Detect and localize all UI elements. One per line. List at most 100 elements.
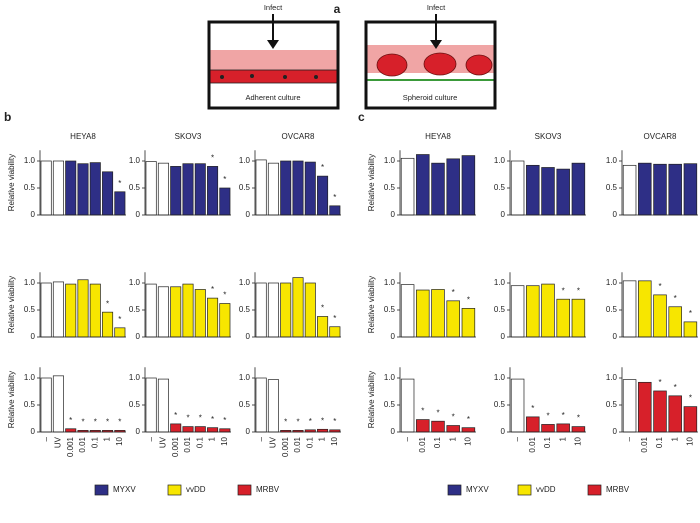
bar bbox=[40, 160, 52, 216]
y-tick-label: 0.5 bbox=[239, 305, 251, 314]
bar bbox=[526, 164, 540, 216]
bar bbox=[461, 308, 476, 338]
legend-swatch bbox=[167, 484, 182, 496]
bar bbox=[170, 166, 182, 216]
bar bbox=[280, 160, 292, 216]
panel-label: b bbox=[4, 110, 11, 124]
bar bbox=[638, 162, 652, 216]
bar bbox=[292, 277, 304, 338]
y-tick-label: 1.0 bbox=[24, 373, 36, 382]
x-tick-label: 1 bbox=[448, 436, 457, 441]
bar bbox=[510, 160, 525, 216]
bar bbox=[255, 282, 267, 338]
x-tick-label: 0.001 bbox=[66, 436, 75, 457]
bar bbox=[431, 162, 445, 216]
bar bbox=[52, 281, 64, 338]
legend-swatch bbox=[94, 484, 109, 496]
y-tick-label: 0 bbox=[613, 332, 618, 341]
significance-mark: * bbox=[562, 411, 565, 420]
x-tick-label: 0.01 bbox=[78, 436, 87, 452]
bar bbox=[157, 378, 169, 433]
legend-swatch bbox=[237, 484, 252, 496]
bar bbox=[446, 425, 460, 433]
y-axis-label: Relative viability bbox=[7, 371, 16, 428]
bar bbox=[416, 154, 430, 216]
y-tick-label: 1.0 bbox=[494, 156, 506, 165]
significance-mark: * bbox=[436, 408, 439, 417]
x-tick-label: 1 bbox=[318, 436, 327, 441]
significance-mark: * bbox=[674, 383, 677, 392]
y-tick-label: 0 bbox=[246, 210, 251, 219]
y-tick-label: 0 bbox=[31, 210, 36, 219]
bar bbox=[267, 282, 279, 338]
bar bbox=[65, 283, 77, 338]
bar bbox=[329, 326, 341, 338]
x-tick-label: 0.001 bbox=[281, 436, 290, 457]
x-tick-label: 1 bbox=[670, 436, 679, 441]
legend-swatch bbox=[517, 484, 532, 496]
bar bbox=[653, 390, 667, 433]
y-tick-label: 0.5 bbox=[494, 183, 506, 192]
bar bbox=[400, 378, 415, 433]
significance-mark: * bbox=[199, 414, 202, 423]
y-axis-label: Relative viability bbox=[7, 276, 16, 333]
cell-layer bbox=[209, 69, 338, 84]
bar bbox=[668, 163, 682, 216]
significance-mark: * bbox=[81, 417, 84, 426]
x-tick-label: 10 bbox=[330, 436, 339, 445]
significance-mark: * bbox=[118, 315, 121, 324]
legend-label: vvDD bbox=[186, 485, 206, 494]
bar bbox=[40, 377, 52, 433]
x-tick-label: 10 bbox=[464, 436, 473, 445]
arrowhead bbox=[430, 40, 442, 49]
y-tick-label: 0 bbox=[136, 427, 141, 436]
y-tick-label: 1.0 bbox=[129, 373, 141, 382]
y-tick-label: 0.5 bbox=[606, 305, 618, 314]
bar bbox=[416, 289, 430, 338]
significance-mark: * bbox=[467, 295, 470, 304]
bar bbox=[526, 416, 540, 433]
legend-swatch bbox=[447, 484, 462, 496]
bar bbox=[219, 187, 231, 216]
legend-label: MYXV bbox=[466, 485, 489, 494]
bar bbox=[267, 379, 279, 433]
panel-label: c bbox=[358, 110, 365, 124]
y-tick-label: 0 bbox=[246, 332, 251, 341]
legend-swatch bbox=[587, 484, 602, 496]
y-tick-label: 0 bbox=[246, 427, 251, 436]
bar bbox=[317, 175, 329, 216]
bar bbox=[668, 306, 682, 338]
bar bbox=[683, 321, 698, 338]
bar bbox=[194, 289, 206, 338]
x-tick-label: – bbox=[41, 436, 50, 441]
bar bbox=[416, 419, 430, 433]
significance-mark: * bbox=[284, 417, 287, 426]
bar bbox=[170, 423, 182, 433]
bar bbox=[571, 162, 586, 216]
bar bbox=[541, 424, 555, 433]
cell-nuclei bbox=[220, 74, 318, 79]
y-tick-label: 1.0 bbox=[129, 278, 141, 287]
y-tick-label: 0 bbox=[391, 332, 396, 341]
y-tick-label: 0 bbox=[31, 427, 36, 436]
y-tick-label: 0 bbox=[501, 210, 506, 219]
significance-mark: * bbox=[674, 294, 677, 303]
bar bbox=[431, 420, 445, 433]
y-tick-label: 1.0 bbox=[129, 156, 141, 165]
infect-label: Infect bbox=[427, 3, 446, 12]
x-tick-label: 0.001 bbox=[171, 436, 180, 457]
bar bbox=[556, 298, 570, 338]
y-tick-label: 0.5 bbox=[24, 183, 36, 192]
y-tick-label: 1.0 bbox=[606, 373, 618, 382]
significance-mark: * bbox=[118, 417, 121, 426]
significance-mark: * bbox=[309, 417, 312, 426]
bar bbox=[77, 163, 89, 216]
bar bbox=[182, 163, 194, 216]
x-tick-label: 0.01 bbox=[528, 436, 537, 452]
y-tick-label: 0.5 bbox=[606, 183, 618, 192]
significance-mark: * bbox=[321, 163, 324, 172]
y-tick-label: 0 bbox=[501, 427, 506, 436]
bar bbox=[622, 164, 637, 216]
y-tick-label: 1.0 bbox=[24, 156, 36, 165]
